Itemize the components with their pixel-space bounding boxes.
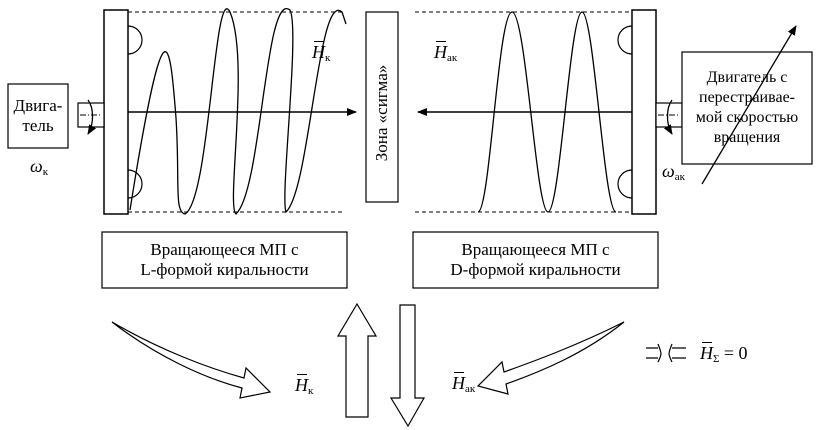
left-description-line2: L-формой киральности	[140, 260, 309, 279]
right-lower-bearing	[617, 169, 633, 199]
right-disc	[631, 9, 657, 215]
field-right-label: Hак	[434, 41, 458, 64]
right-upper-bearing	[617, 25, 633, 55]
right-description-line2: D-формой киральности	[450, 260, 621, 279]
left-description: Вращающееся МП с L-формой киральности	[102, 232, 347, 288]
left-motor-line2: тель	[22, 116, 54, 135]
omega-left-subscript: к	[42, 166, 49, 178]
left-helix	[129, 8, 347, 215]
null-symbol-right-bars	[672, 347, 686, 359]
result-left-label: Hк	[295, 374, 314, 397]
field-right-subscript: ак	[447, 52, 458, 64]
right-description-line1: Вращающееся МП с	[461, 239, 610, 259]
right-motor-label: Двигатель с перестраивае- мой скоростью …	[682, 52, 812, 164]
variable-speed-arrow	[701, 25, 797, 185]
result-right-symbol: H	[452, 372, 465, 393]
left-lower-bearing	[127, 169, 143, 199]
right-motor-line3: мой скоростью	[695, 109, 799, 126]
field-left-symbol: H	[312, 41, 325, 62]
right-wave	[477, 11, 617, 213]
sum-field-subscript: Σ	[713, 353, 720, 365]
field-right-symbol: H	[434, 41, 447, 62]
left-motor-label: Двига- тель	[8, 84, 68, 148]
left-description-box	[101, 231, 348, 289]
result-right-label: Hак	[452, 372, 476, 395]
left-motor-box	[7, 83, 69, 149]
right-description: Вращающееся МП с D-формой киральности	[413, 232, 658, 288]
sum-field-label: HΣ = 0	[700, 342, 748, 365]
left-disc	[103, 9, 129, 215]
result-left-subscript: к	[308, 385, 314, 397]
down-hollow-arrow	[389, 304, 426, 428]
left-upper-bearing	[127, 25, 143, 55]
left-description-line1: Вращающееся МП с	[150, 239, 299, 259]
right-motor-line4: вращения	[713, 129, 781, 146]
null-symbol-arcs	[657, 343, 673, 363]
omega-right-symbol: ω	[662, 161, 675, 181]
right-hollow-arrow	[476, 321, 625, 395]
result-left-symbol: H	[295, 374, 308, 395]
left-rotation-arrow	[87, 99, 97, 135]
right-motor-line2: перестраивае-	[699, 89, 795, 106]
left-hollow-arrow	[111, 321, 272, 399]
right-rotation-arrow	[663, 99, 673, 135]
left-motor-line1: Двига-	[13, 95, 63, 115]
omega-right-label: ωак	[662, 162, 685, 183]
null-symbol-left-bars	[646, 347, 658, 359]
result-right-subscript: ак	[465, 383, 476, 395]
zone-sigma-box	[365, 11, 399, 203]
field-left-subscript: к	[325, 52, 331, 64]
sum-field-rhs: = 0	[723, 343, 748, 363]
omega-left-label: ωк	[30, 157, 48, 178]
right-motor-line1: Двигатель с	[706, 69, 788, 86]
omega-left-symbol: ω	[30, 156, 43, 176]
field-left-label: Hк	[312, 41, 331, 64]
zone-sigma-label: Зона «сигма»	[372, 64, 391, 162]
up-hollow-arrow	[336, 302, 378, 418]
omega-right-subscript: ак	[674, 171, 685, 183]
right-description-box	[412, 231, 659, 289]
sum-field-symbol: H	[700, 342, 713, 363]
